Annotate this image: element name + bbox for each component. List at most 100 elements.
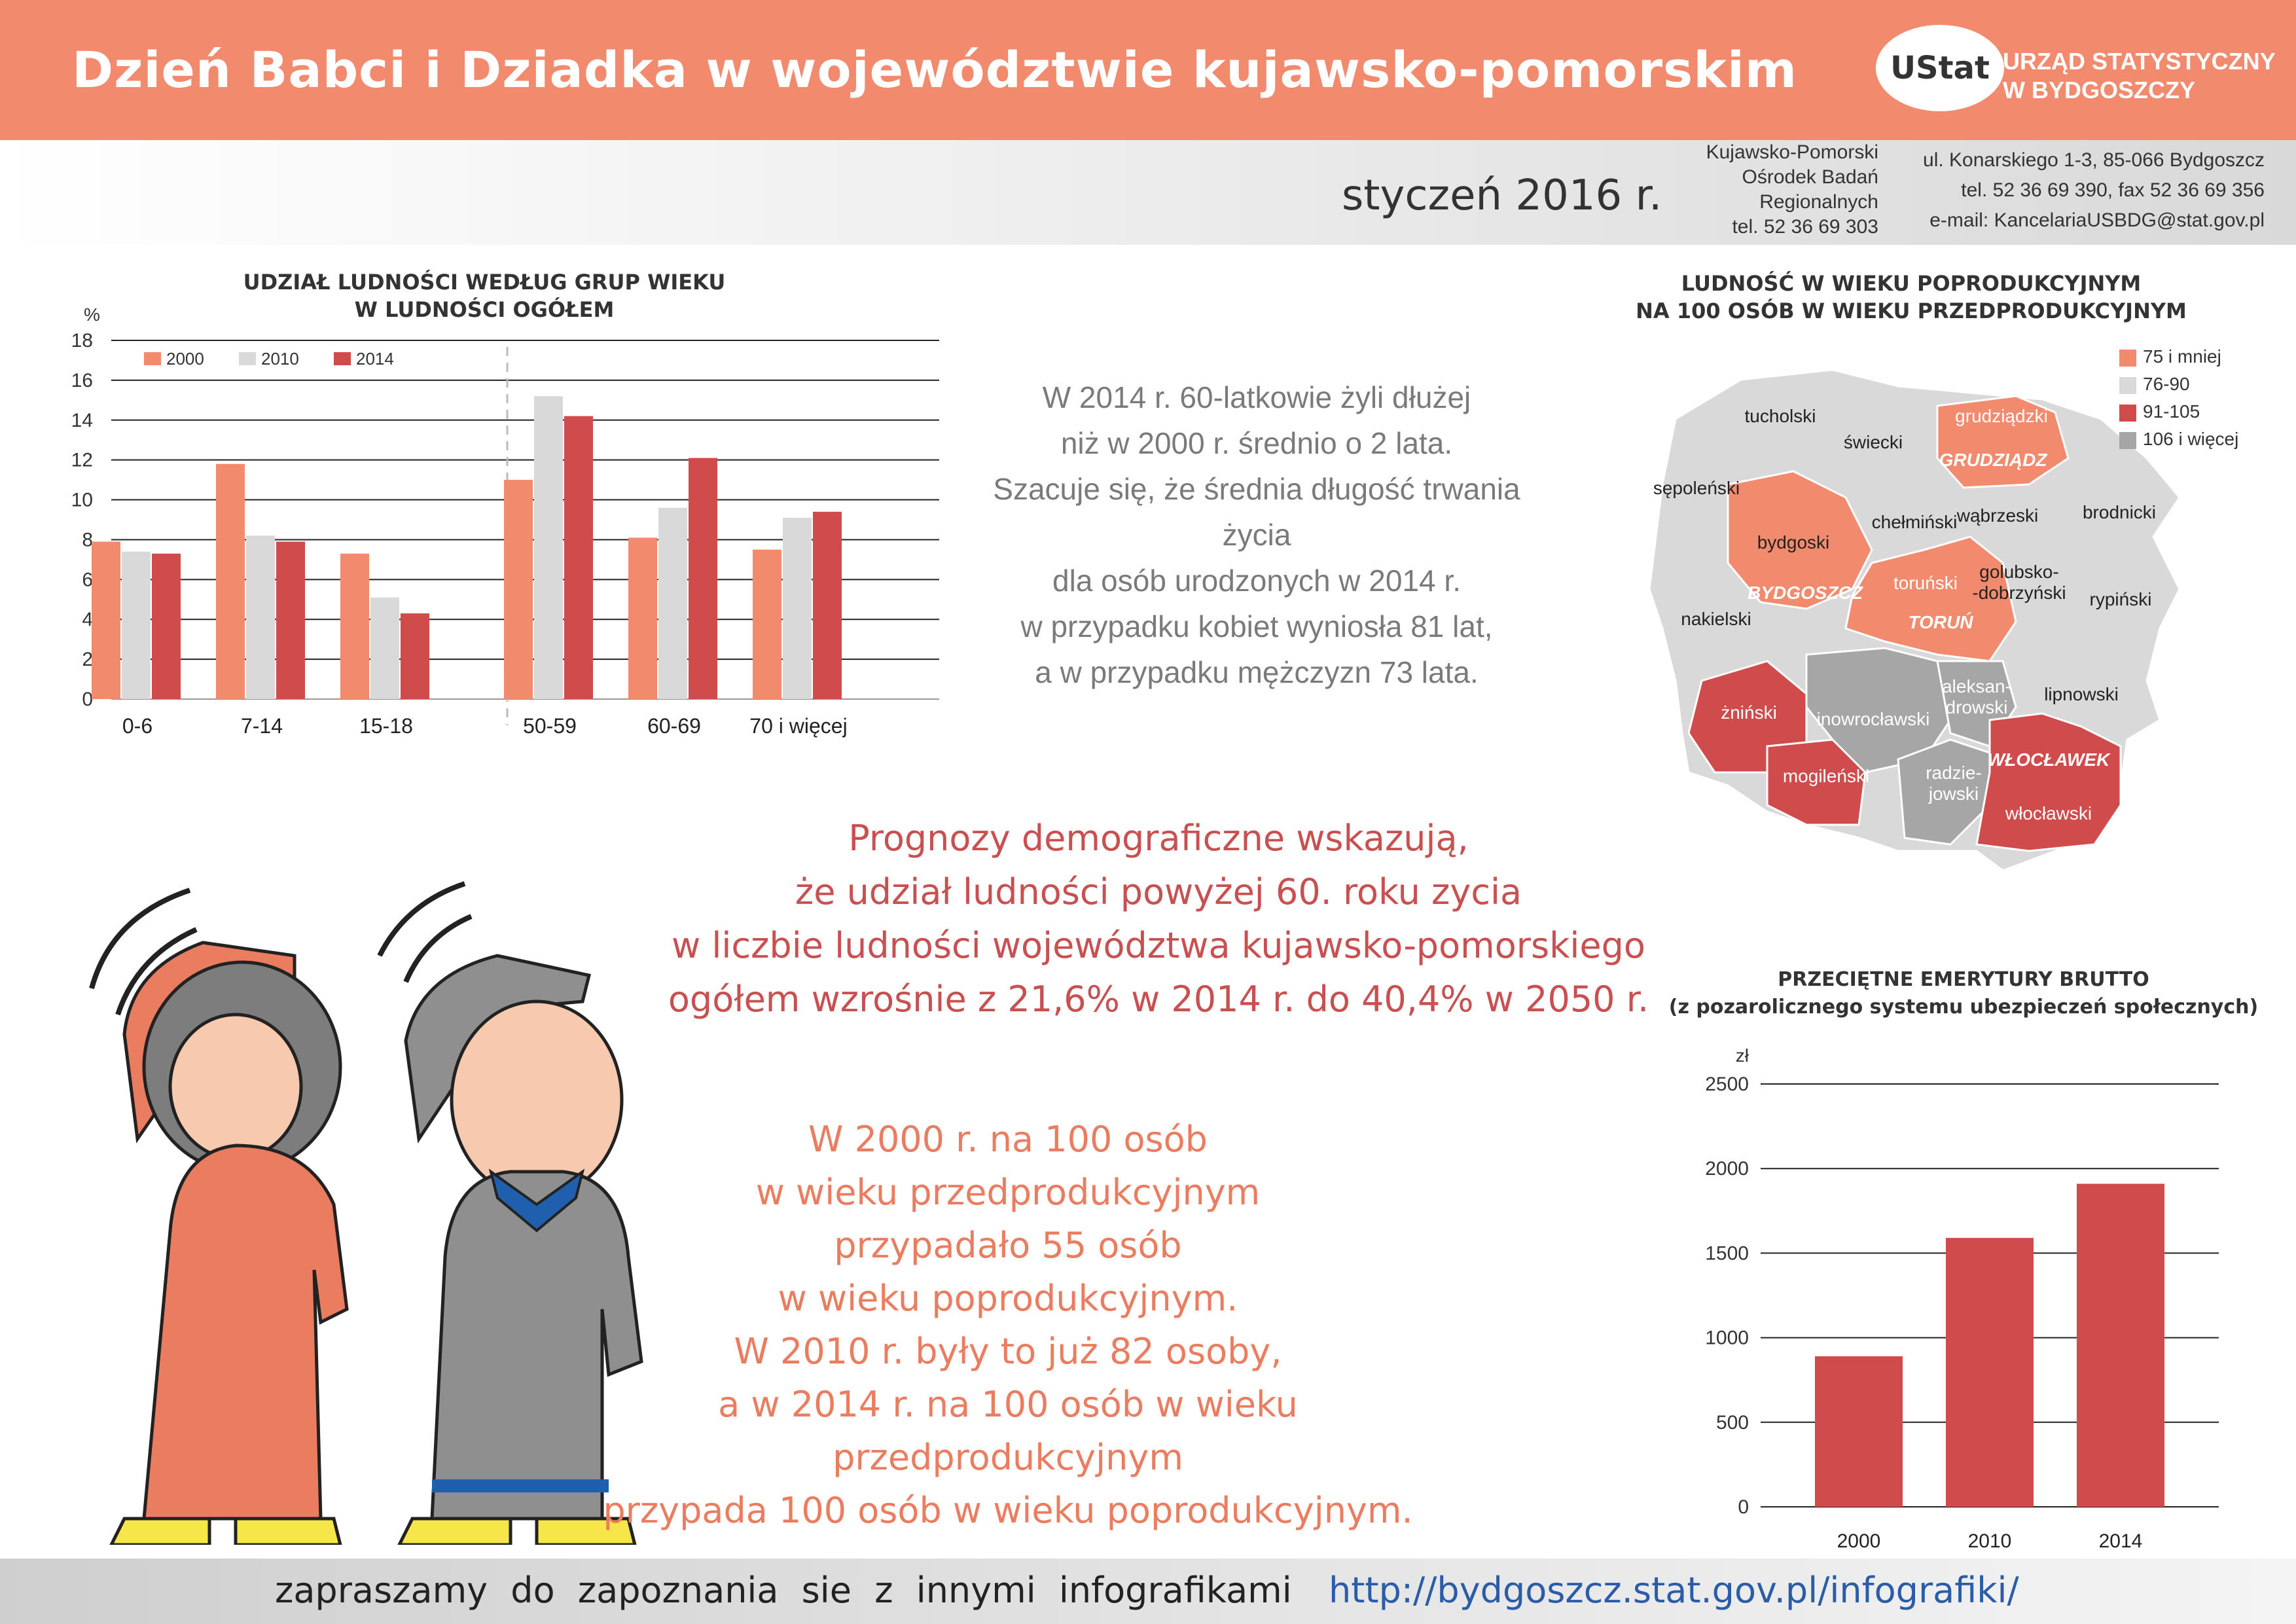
map-label: GRUDZIĄDZ [1939,450,2048,470]
map-title: LUDNOŚĆ W WIEKU POPRODUKCYJNYM NA 100 OS… [1597,270,2225,325]
pension-bar [1946,1238,2034,1507]
bar-2014 [689,458,717,699]
map-title-line: LUDNOŚĆ W WIEKU POPRODUKCYJNYM [1681,271,2142,296]
x-tick-label: 2010 [1968,1530,2012,1552]
map-label: WŁOCŁAWEK [1988,749,2111,770]
x-tick-label: 2000 [1837,1530,1881,1552]
map-legend-item: 75 i mniej [2119,343,2238,370]
subheader-bar [0,140,2296,245]
office-line-2: W BYDGOSZCZY [2003,77,2195,103]
legend-swatch [334,352,351,365]
bar-2014 [276,541,305,699]
text-line: w wieku przedprodukcyjnym [755,1172,1261,1213]
map-region-wloclawski [1975,712,2122,852]
map-label: jowski [1928,784,1979,804]
text-line: Szacuje się, że średnia długość trwania … [993,472,1520,552]
x-tick-label: 70 i więcej [749,714,847,738]
branch-line: Kujawsko-Pomorski [1706,141,1878,163]
contact-line: ul. Konarskiego 1-3, 85-066 Bydgoszcz [1923,149,2265,171]
bar-2014 [401,613,429,699]
map-label: lipnowski [2044,684,2119,704]
map-label: toruński [1893,573,1958,593]
contact-line: tel. 52 36 69 390, fax 52 36 69 356 [1961,179,2265,201]
y-tick-label: 10 [71,490,93,511]
y-tick-label: 500 [1716,1412,1749,1434]
y-tick-label: 0 [82,689,93,710]
text-line: przypada 100 osób w wieku poprodukcyjnym… [603,1490,1413,1531]
logo-text: UStat [1890,50,1990,86]
bar-2014 [152,553,181,699]
y-axis-unit: zł [1736,1045,1749,1066]
pension-chart-title-line: (z pozarolicznego systemu ubezpieczeń sp… [1668,996,2259,1019]
map-legend-item: 91-105 [2119,398,2238,425]
x-tick-label: 7-14 [241,714,283,738]
bar-2010 [783,517,812,699]
legend-label: 2000 [166,349,204,369]
y-tick-label: 0 [1738,1496,1749,1518]
legend-label: 91-105 [2143,401,2200,422]
bar-2000 [628,537,657,699]
bar-2010 [658,507,687,699]
bar-2000 [504,480,533,699]
y-tick-label: 4 [82,609,93,630]
map-label: nakielski [1681,609,1751,629]
branch-line: Ośrodek Badań [1742,166,1878,188]
map-label: drowski [1946,697,2008,717]
y-tick-label: 1500 [1705,1242,1749,1264]
map-label: grudziądzki [1955,406,2048,426]
map-region-bydgoski [1727,470,1873,610]
legend-label: 106 i więcej [2143,429,2239,449]
grandparents-illustration [89,881,643,1545]
bar-2010 [122,551,151,699]
y-tick-label: 8 [82,529,93,550]
map-label: wąbrzeski [1956,505,2038,526]
bar-2010 [370,597,399,699]
bar-2000 [340,553,369,699]
infographics-link[interactable]: http://bydgoszcz.stat.gov.pl/infografiki… [1329,1570,2019,1611]
bar-2000 [216,463,245,699]
pension-chart-title-line: PRZECIĘTNE EMERYTURY BRUTTO [1778,968,2149,991]
y-tick-label: 16 [71,370,93,391]
text-line: Prognozy demograficzne wskazują, [848,818,1469,859]
footer-invite-text: zapraszamy do zapoznania sie z innymi in… [275,1570,1292,1611]
age-chart-title: UDZIAŁ LUDNOŚCI WEDŁUG GRUP WIEKU W LUDN… [144,268,825,323]
pension-chart-title: PRZECIĘTNE EMERYTURY BRUTTO (z pozarolic… [1662,966,2265,1021]
map-label: aleksan- [1942,676,2011,696]
map-label: bydgoski [1757,532,1830,552]
x-tick-label: 60-69 [647,714,701,738]
text-line: przypadało 55 osób [834,1225,1182,1266]
x-tick-label: 15-18 [359,714,413,738]
y-tick-label: 2000 [1705,1158,1749,1180]
y-tick-label: 18 [71,330,93,352]
legend-swatch [239,352,256,365]
map-label: TORUŃ [1908,612,1973,632]
map-label: włocławski [2005,803,2092,823]
footer-bar [0,1559,2296,1624]
map-legend-item: 76-90 [2119,370,2238,398]
text-line: dla osób urodzonych w 2014 r. [1052,564,1461,598]
text-line: niż w 2000 r. średnio o 2 lata. [1060,426,1453,460]
text-line: W 2014 r. 60-latkowie żyli dłużej [1042,380,1471,414]
y-tick-label: 1000 [1705,1327,1749,1349]
map-title-line: NA 100 OSÓB W WIEKU PRZEDPRODUKCYJNYM [1636,298,2187,323]
life-expectancy-text: W 2014 r. 60-latkowie żyli dłużej niż w … [962,374,1551,695]
map-label: chełmiński [1872,512,1958,532]
bar-2014 [564,416,593,699]
text-line: ogółem wzrośnie z 21,6% w 2014 r. do 40,… [668,979,1649,1020]
legend-swatch [2119,404,2136,422]
x-tick-label: 0-6 [122,714,152,738]
y-tick-label: 14 [71,410,93,431]
map-label: żniński [1721,702,1777,723]
office-line-1: URZĄD STATYSTYCZNY [2003,48,2276,75]
office-name: URZĄD STATYSTYCZNY W BYDGOSZCZY [2003,47,2276,105]
bar-2000 [753,549,781,699]
legend-swatch [2119,431,2136,449]
x-tick-label: 2014 [2099,1530,2143,1552]
legend-label: 75 i mniej [2143,346,2221,367]
contact-info: ul. Konarskiego 1-3, 85-066 Bydgoszcz te… [1898,145,2265,236]
text-line: a w przypadku mężczyzn 73 lata. [1035,655,1479,689]
branch-line: Regionalnych [1759,191,1878,213]
publication-date: styczeń 2016 r. [1342,171,1662,220]
map-legend-item: 106 i więcej [2119,425,2238,453]
text-line: w przypadku kobiet wyniosła 81 lat, [1020,609,1493,643]
